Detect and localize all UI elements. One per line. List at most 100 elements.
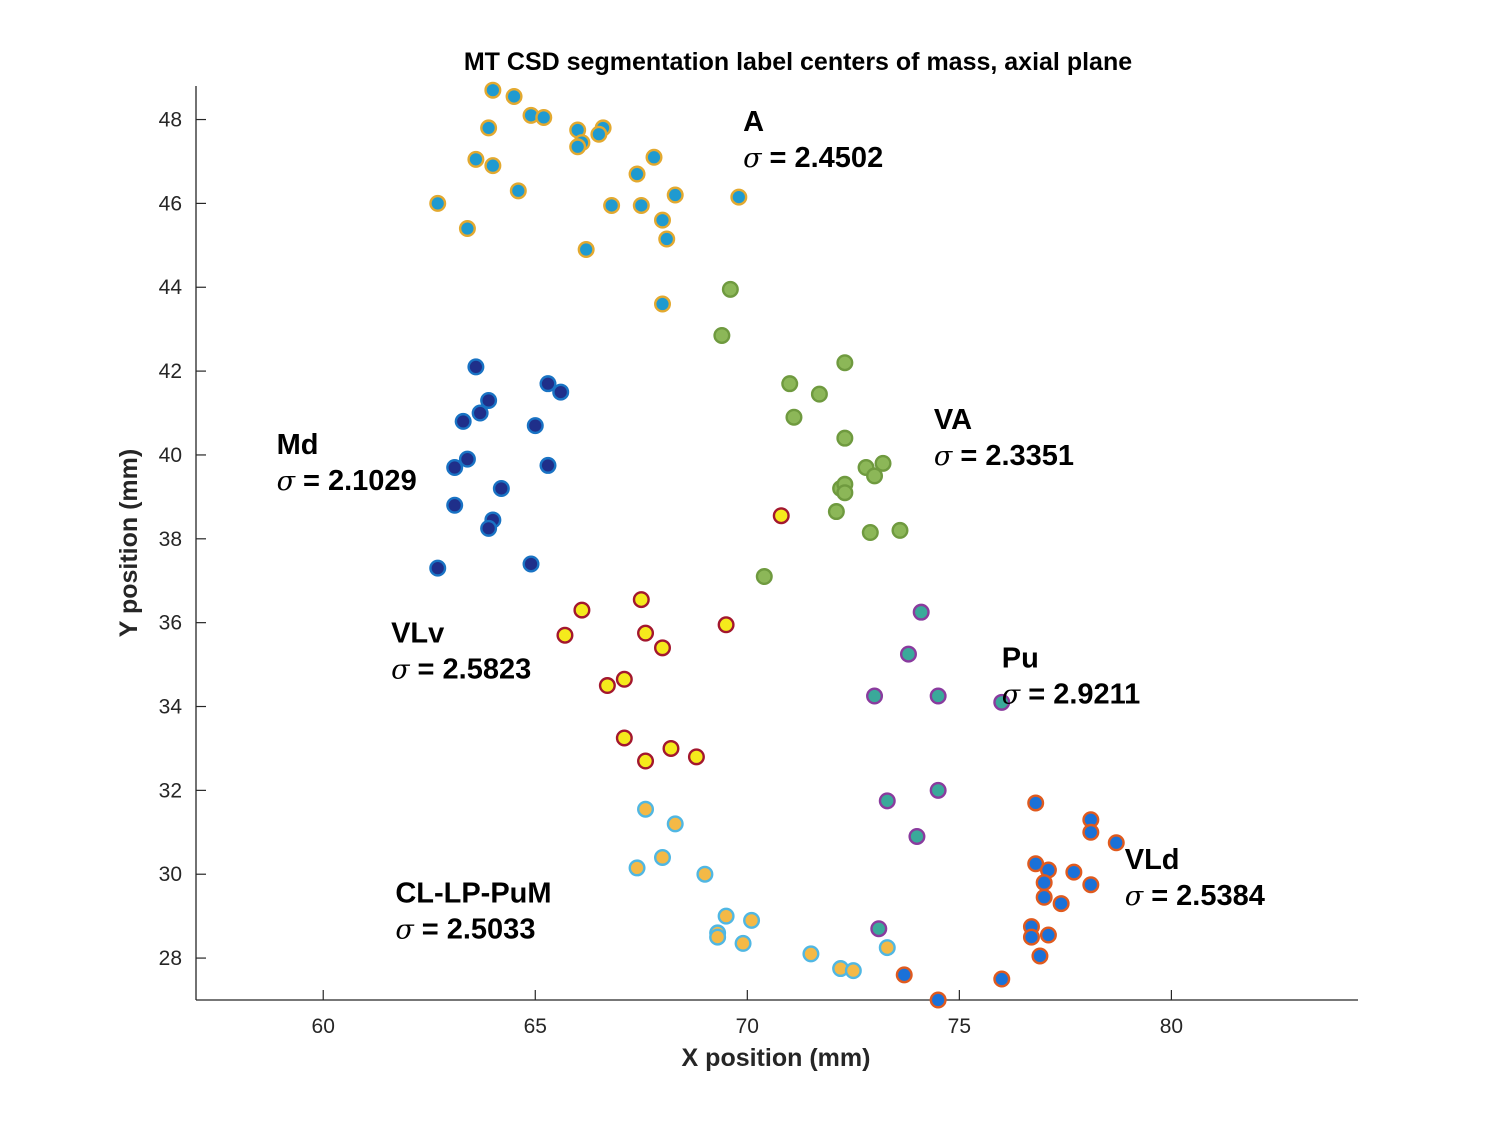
x-tick-label: 70 (736, 1015, 759, 1038)
series-pu (866, 603, 1011, 938)
x-tick-label: 75 (948, 1015, 971, 1038)
y-tick-label: 28 (159, 947, 182, 970)
sigma-symbol: σ (391, 655, 411, 686)
data-point-vlv (772, 507, 790, 525)
data-point-md (480, 519, 498, 537)
data-point-a (535, 108, 553, 126)
data-point-cl-lp-pum (743, 911, 761, 929)
data-point-a (458, 220, 476, 238)
data-point-vld (1082, 876, 1100, 894)
y-tick-label: 46 (159, 192, 182, 215)
data-point-md (467, 358, 485, 376)
data-point-vlv (632, 591, 650, 609)
data-point-cl-lp-pum (666, 815, 684, 833)
data-point-md (522, 555, 540, 573)
data-point-md (454, 412, 472, 430)
data-point-vlv (598, 677, 616, 695)
data-point-a (730, 188, 748, 206)
data-point-a (484, 157, 502, 175)
data-point-vlv (637, 624, 655, 642)
data-point-vld (1082, 823, 1100, 841)
y-tick-label: 36 (159, 612, 182, 635)
sigma-symbol: σ (743, 143, 763, 174)
data-point-va (755, 568, 773, 586)
data-point-vld (1022, 928, 1040, 946)
data-point-vlv (653, 639, 671, 657)
data-points (429, 81, 1125, 1009)
data-point-cl-lp-pum (802, 945, 820, 963)
annotation-a: Aσ = 2.4502 (743, 106, 883, 174)
sigma-symbol: σ (1002, 680, 1022, 711)
data-point-md (446, 496, 464, 514)
data-point-md (458, 450, 476, 468)
annotation-md: Md σ = 2.1029 (277, 429, 417, 497)
data-point-va (785, 408, 803, 426)
annotation-sigma: σ = 2.1029 (277, 465, 417, 497)
series-vlv (556, 507, 790, 770)
data-point-cl-lp-pum (637, 800, 655, 818)
data-point-vld (1065, 863, 1083, 881)
data-point-pu (870, 920, 888, 938)
y-tick-label: 32 (159, 779, 182, 802)
data-point-vld (993, 970, 1011, 988)
data-point-vlv (615, 729, 633, 747)
data-point-md (446, 459, 464, 477)
y-tick-label: 42 (159, 360, 182, 383)
x-tick-label: 65 (524, 1015, 547, 1038)
data-point-cl-lp-pum (709, 928, 727, 946)
annotation-label: A (743, 106, 764, 138)
data-point-cl-lp-pum (844, 962, 862, 980)
data-point-vlv (573, 601, 591, 619)
annotation-sigma: σ = 2.3351 (934, 440, 1074, 472)
annotation-pu: Pu σ = 2.9211 (1002, 643, 1141, 711)
y-tick-label: 38 (159, 528, 182, 551)
data-point-vlv (717, 616, 735, 634)
data-point-a (467, 150, 485, 168)
data-point-md (480, 391, 498, 409)
data-point-pu (993, 693, 1011, 711)
annotation-sigma: σ = 2.9211 (1002, 679, 1141, 711)
data-point-a (658, 230, 676, 248)
y-tick-label: 44 (159, 276, 183, 299)
data-point-va (827, 503, 845, 521)
sigma-value: = 2.5033 (422, 914, 536, 946)
data-point-va (713, 326, 731, 344)
annotation-va: VA σ = 2.3351 (934, 404, 1074, 472)
data-point-vlv (662, 739, 680, 757)
y-tick-label: 30 (159, 863, 182, 886)
annotation-sigma: σ = 2.5823 (391, 654, 531, 686)
data-point-a (429, 194, 447, 212)
data-point-pu (912, 603, 930, 621)
data-point-md (552, 383, 570, 401)
sigma-value: = 2.1029 (303, 465, 417, 497)
data-point-va (836, 484, 854, 502)
annotation-vlv: VLv σ = 2.5823 (391, 618, 531, 686)
series-md (429, 358, 570, 577)
data-point-cl-lp-pum (628, 859, 646, 877)
y-tick-label: 40 (159, 444, 182, 467)
series-va (713, 280, 909, 586)
data-point-a (509, 182, 527, 200)
annotation-label: VLd (1125, 844, 1180, 876)
data-point-a (653, 295, 671, 313)
data-point-md (526, 417, 544, 435)
data-point-vlv (556, 626, 574, 644)
data-point-vld (1035, 874, 1053, 892)
data-point-a (653, 211, 671, 229)
y-tick-label: 48 (159, 109, 182, 132)
data-point-md (471, 404, 489, 422)
sigma-value: = 2.9211 (1028, 679, 1140, 711)
data-point-vld (895, 966, 913, 984)
data-point-md (429, 559, 447, 577)
data-point-a (480, 119, 498, 137)
data-point-pu (929, 781, 947, 799)
data-point-va (836, 354, 854, 372)
data-point-vld (929, 991, 947, 1009)
data-point-va (891, 521, 909, 539)
data-point-a (484, 81, 502, 99)
data-point-cl-lp-pum (734, 934, 752, 952)
data-point-vld (1027, 794, 1045, 812)
data-point-cl-lp-pum (696, 865, 714, 883)
sigma-value: = 2.3351 (960, 440, 1074, 472)
data-point-a (505, 87, 523, 105)
